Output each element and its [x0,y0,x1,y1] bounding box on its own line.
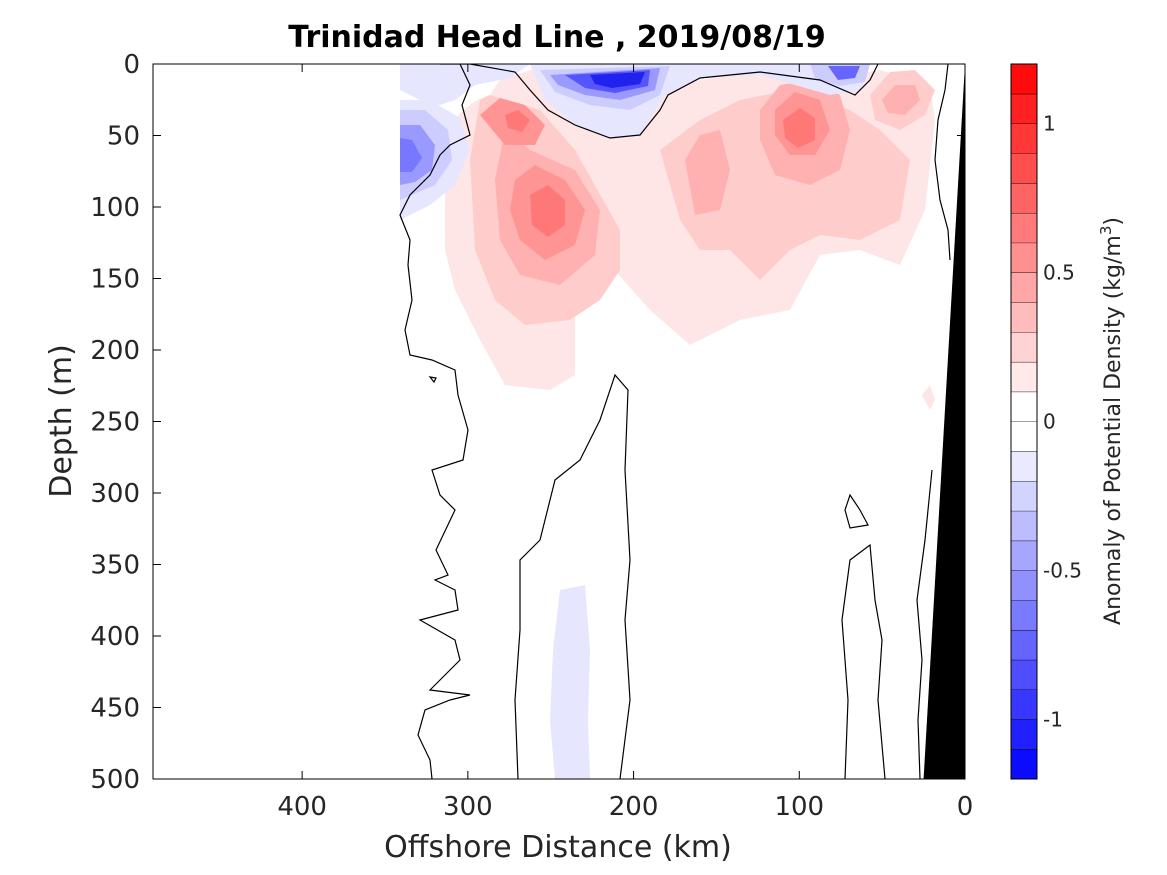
negative-anomaly-region [828,66,860,80]
colorbar-segment [1011,659,1037,690]
colorbar-segment [1011,689,1037,720]
y-axis-label: Depth (m) [44,344,79,498]
positive-anomaly-region [783,108,815,148]
positive-anomaly-region [530,185,565,237]
colorbar-segment [1011,481,1037,511]
colorbar-segment [1011,600,1037,631]
colorbar-frame [1010,63,1038,780]
positive-anomaly-region [505,110,530,132]
y-axis: 0 50 100 150 200 250 300 350 400 450 500 [90,50,965,795]
colorbar-segment [1011,749,1037,779]
colorbar-segment [1011,391,1037,422]
zero-contour-line [440,64,879,139]
contour-fill-layer [400,64,935,779]
y-tick-label: 500 [90,765,140,795]
x-tick-label: 100 [774,792,824,822]
colorbar-segment [1011,332,1037,362]
chart-title: Trinidad Head Line , 2019/08/19 [288,20,825,55]
colorbar-segment [1011,719,1037,750]
colorbar-segment [1011,242,1037,273]
colorbar-segment [1011,540,1037,571]
y-tick-label: 400 [90,622,140,652]
zero-contour-lines [399,64,951,779]
colorbar-tick-label: -0.5 [1043,558,1082,582]
colorbar-segment [1011,272,1037,303]
colorbar-segment [1011,510,1037,541]
y-tick-label: 350 [90,551,140,581]
zero-contour-line [399,64,471,779]
colorbar-tick-label: 0 [1043,410,1056,434]
positive-anomaly-region [922,385,935,410]
colorbar-segment [1011,183,1037,213]
colorbar-label-close: ) [1101,217,1126,226]
colorbar-segment [1011,93,1037,124]
colorbar-tick-label: -1 [1043,707,1063,731]
colorbar-segment [1011,630,1037,660]
seafloor-land [923,64,965,779]
zero-contour-line [841,543,886,779]
zero-contour-line [916,469,933,779]
colorbar-label-superscript: 3 [1097,226,1115,236]
y-tick-label: 0 [123,50,140,80]
plot-area [152,63,966,780]
y-tick-label: 100 [90,193,140,223]
x-tick-label: 0 [957,792,974,822]
colorbar-segment [1011,302,1037,333]
x-tick-label: 200 [609,792,659,822]
y-tick-label: 450 [90,694,140,724]
y-tick-label: 250 [90,408,140,438]
zero-contour-line [844,493,869,529]
y-tick-label: 300 [90,479,140,509]
negative-anomaly-region [550,585,590,779]
negative-anomaly-region [400,64,530,105]
colorbar-segment [1011,212,1037,243]
y-tick-label: 150 [90,265,140,295]
colorbar-segment [1011,123,1037,154]
x-axis: 400 300 200 100 0 [277,64,973,822]
y-tick-label: 50 [107,122,140,152]
x-tick-label: 400 [277,792,327,822]
negative-anomaly-region [400,138,422,172]
colorbar-segment [1011,64,1037,94]
x-tick-label: 300 [443,792,493,822]
colorbar-segment [1011,361,1037,392]
negative-anomaly-region [590,72,645,88]
colorbar-label: Anomaly of Potential Density (kg/m3) [1097,217,1126,625]
colorbar-segment [1011,570,1037,601]
colorbar-axis: 1 0.5 0 -0.5 -1 [1043,112,1082,732]
zero-contour-line [934,64,951,261]
y-tick-label: 200 [90,336,140,366]
colorbar-tick-label: 0.5 [1043,261,1075,285]
zero-contour-line [428,376,437,384]
positive-anomaly-region [685,130,730,215]
positive-anomaly-region [882,85,920,115]
colorbar [1010,63,1038,780]
x-axis-label: Offshore Distance (km) [384,830,732,865]
zero-contour-line [514,373,631,779]
colorbar-label-text: Anomaly of Potential Density (kg/m [1101,235,1126,625]
colorbar-segment [1011,451,1037,482]
colorbar-tick-label: 1 [1043,112,1056,136]
colorbar-segment [1011,421,1037,452]
colorbar-segment [1011,153,1037,184]
